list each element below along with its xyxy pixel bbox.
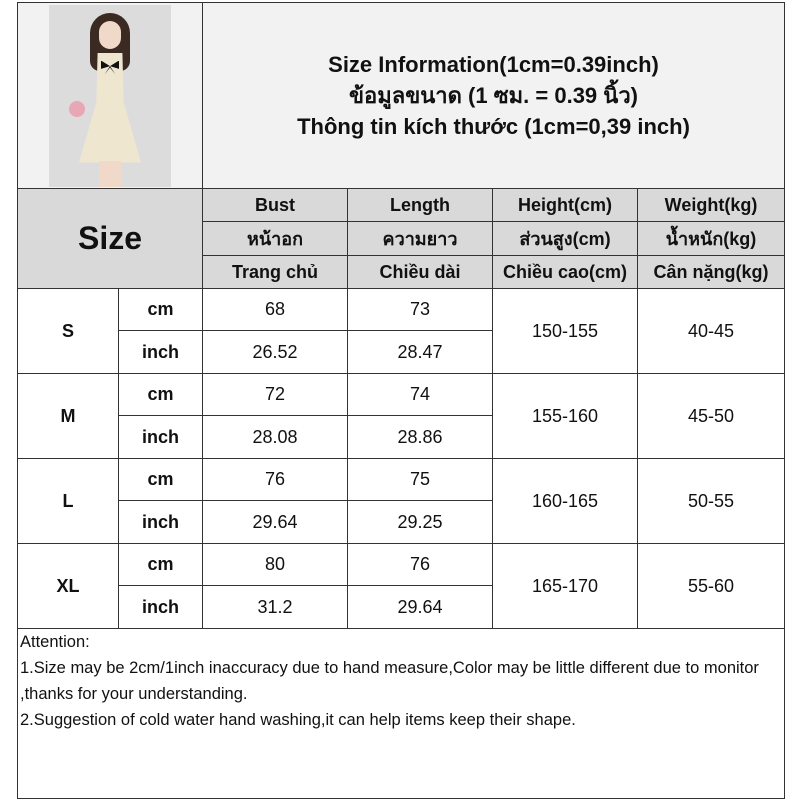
attention-note-2: 2.Suggestion of cold water hand washing,…	[20, 711, 576, 729]
table-row-xl-inch: inch 31.2 29.64	[18, 585, 785, 629]
height-range: 165-170	[492, 543, 638, 629]
unit-cm: cm	[118, 373, 203, 416]
bust-inch: 31.2	[202, 585, 348, 629]
title-vi: Thông tin kích thước (1cm=0,39 inch)	[297, 114, 690, 139]
bust-cm: 68	[202, 288, 348, 331]
col-length-th: ความยาว	[347, 221, 493, 256]
unit-inch: inch	[118, 330, 203, 374]
table-row-l-inch: inch 29.64 29.25	[18, 500, 785, 544]
col-weight-vi: Cân nặng(kg)	[637, 255, 785, 289]
product-photo	[49, 4, 171, 187]
unit-cm: cm	[118, 458, 203, 501]
size-chart-table: Size Information(1cm=0.39inch) ข้อมูลขนา…	[17, 2, 785, 799]
weight-range: 55-60	[637, 543, 785, 629]
unit-inch: inch	[118, 500, 203, 544]
attention-notes: Attention: 1.Size may be 2cm/1inch inacc…	[17, 628, 785, 799]
col-bust-th: หน้าอก	[202, 221, 348, 256]
length-inch: 28.47	[347, 330, 493, 374]
col-height-vi: Chiều cao(cm)	[492, 255, 638, 289]
col-height-th: ส่วนสูง(cm)	[492, 221, 638, 256]
size-label: L	[17, 458, 119, 544]
size-label: M	[17, 373, 119, 459]
height-range: 150-155	[492, 288, 638, 374]
table-row-m-cm: M cm 72 74 155-160 45-50	[17, 373, 785, 459]
weight-range: 50-55	[637, 458, 785, 544]
unit-inch: inch	[118, 585, 203, 629]
col-bust-vi: Trang chủ	[202, 255, 348, 289]
length-cm: 74	[347, 373, 493, 416]
size-header: Size	[17, 188, 203, 289]
length-inch: 29.25	[347, 500, 493, 544]
col-length-en: Length	[347, 188, 493, 222]
size-info-title: Size Information(1cm=0.39inch) ข้อมูลขนา…	[202, 2, 785, 189]
col-weight-en: Weight(kg)	[637, 188, 785, 222]
weight-range: 45-50	[637, 373, 785, 459]
bust-inch: 29.64	[202, 500, 348, 544]
col-weight-th: น้ำหนัก(kg)	[637, 221, 785, 256]
product-photo-cell	[17, 2, 203, 189]
length-cm: 75	[347, 458, 493, 501]
unit-cm: cm	[118, 543, 203, 586]
attention-heading: Attention:	[20, 633, 90, 651]
height-range: 155-160	[492, 373, 638, 459]
length-cm: 76	[347, 543, 493, 586]
length-cm: 73	[347, 288, 493, 331]
bust-cm: 72	[202, 373, 348, 416]
unit-inch: inch	[118, 415, 203, 459]
table-row-xl-cm: XL cm 80 76 165-170 55-60	[17, 543, 785, 629]
table-row-s-cm: S cm 68 73 150-155 40-45	[17, 288, 785, 374]
height-range: 160-165	[492, 458, 638, 544]
attention-note-1: 1.Size may be 2cm/1inch inaccuracy due t…	[20, 659, 759, 703]
size-label: XL	[17, 543, 119, 629]
title-en: Size Information(1cm=0.39inch)	[328, 52, 659, 77]
bust-cm: 76	[202, 458, 348, 501]
bust-cm: 80	[202, 543, 348, 586]
col-length-vi: Chiều dài	[347, 255, 493, 289]
table-row-m-inch: inch 28.08 28.86	[18, 415, 785, 459]
table-row-l-cm: L cm 76 75 160-165 50-55	[17, 458, 785, 544]
title-th: ข้อมูลขนาด (1 ซม. = 0.39 นิ้ว)	[348, 83, 638, 108]
length-inch: 29.64	[347, 585, 493, 629]
col-bust-en: Bust	[202, 188, 348, 222]
bust-inch: 28.08	[202, 415, 348, 459]
col-height-en: Height(cm)	[492, 188, 638, 222]
weight-range: 40-45	[637, 288, 785, 374]
length-inch: 28.86	[347, 415, 493, 459]
table-row-s-inch: inch 26.52 28.47	[18, 330, 785, 374]
size-label: S	[17, 288, 119, 374]
unit-cm: cm	[118, 288, 203, 331]
bust-inch: 26.52	[202, 330, 348, 374]
